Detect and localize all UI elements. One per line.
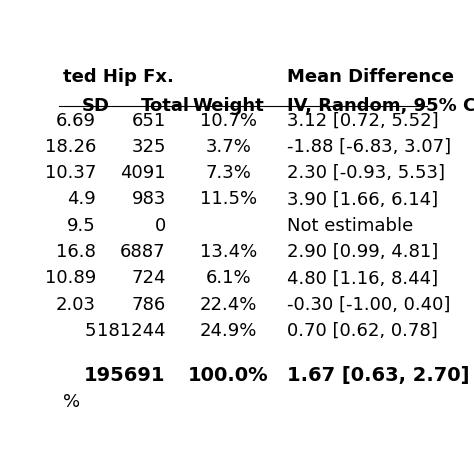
Text: 7.3%: 7.3% [205,164,251,182]
Text: 24.9%: 24.9% [200,322,257,340]
Text: IV, Random, 95% C: IV, Random, 95% C [287,97,474,115]
Text: 6887: 6887 [120,243,166,261]
Text: 4091: 4091 [120,164,166,182]
Text: Total: Total [141,97,190,115]
Text: 2.03: 2.03 [56,296,96,314]
Text: 10.89: 10.89 [45,269,96,287]
Text: 3.90 [1.66, 6.14]: 3.90 [1.66, 6.14] [287,191,438,209]
Text: 13.4%: 13.4% [200,243,257,261]
Text: -1.88 [-6.83, 3.07]: -1.88 [-6.83, 3.07] [287,138,451,156]
Text: 9.5: 9.5 [67,217,96,235]
Text: 0.70 [0.62, 0.78]: 0.70 [0.62, 0.78] [287,322,438,340]
Text: 181244: 181244 [97,322,166,340]
Text: 10.37: 10.37 [45,164,96,182]
Text: 724: 724 [131,269,166,287]
Text: 786: 786 [131,296,166,314]
Text: Mean Difference: Mean Difference [287,68,454,86]
Text: 16.8: 16.8 [56,243,96,261]
Text: 0: 0 [155,217,166,235]
Text: %: % [63,392,80,410]
Text: 325: 325 [131,138,166,156]
Text: Not estimable: Not estimable [287,217,413,235]
Text: 18.26: 18.26 [45,138,96,156]
Text: 3.7%: 3.7% [205,138,251,156]
Text: 6.1%: 6.1% [205,269,251,287]
Text: 983: 983 [131,191,166,209]
Text: 4.80 [1.16, 8.44]: 4.80 [1.16, 8.44] [287,269,438,287]
Text: 11.5%: 11.5% [200,191,257,209]
Text: 1.67 [0.63, 2.70]: 1.67 [0.63, 2.70] [287,366,470,385]
Text: SD: SD [82,97,110,115]
Text: 195691: 195691 [84,366,166,385]
Text: 2.30 [-0.93, 5.53]: 2.30 [-0.93, 5.53] [287,164,445,182]
Text: 6.69: 6.69 [56,112,96,129]
Text: 100.0%: 100.0% [188,366,269,385]
Text: 5: 5 [84,322,96,340]
Text: 22.4%: 22.4% [200,296,257,314]
Text: -0.30 [-1.00, 0.40]: -0.30 [-1.00, 0.40] [287,296,450,314]
Text: 10.7%: 10.7% [200,112,257,129]
Text: ted Hip Fx.: ted Hip Fx. [63,68,174,86]
Text: 3.12 [0.72, 5.52]: 3.12 [0.72, 5.52] [287,112,438,129]
Text: 2.90 [0.99, 4.81]: 2.90 [0.99, 4.81] [287,243,438,261]
Text: 651: 651 [131,112,166,129]
Text: Weight: Weight [192,97,264,115]
Text: 4.9: 4.9 [67,191,96,209]
